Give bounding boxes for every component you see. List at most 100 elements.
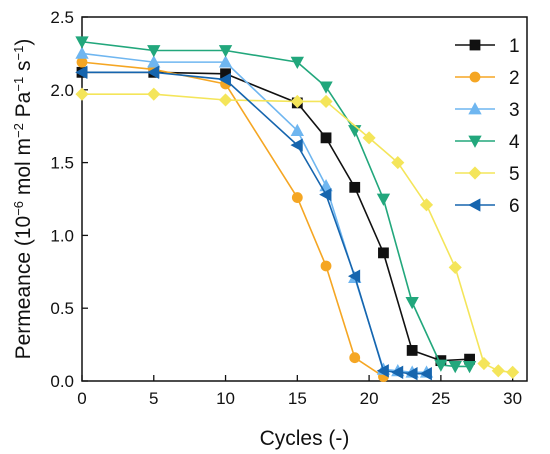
series-6-point: [405, 367, 418, 381]
series-5-point: [319, 94, 333, 109]
series-5-point: [491, 364, 505, 378]
series-4: [75, 36, 477, 374]
legend-label: 3: [509, 100, 520, 121]
y-tick-label: 0.5: [50, 299, 74, 318]
series-2-point: [349, 352, 361, 364]
series-6-point: [319, 187, 332, 202]
series-6-point: [347, 269, 361, 283]
series-2-point: [291, 192, 303, 203]
series-4-point: [319, 81, 333, 94]
legend-label: 1: [509, 36, 520, 57]
series-3-point: [75, 46, 89, 59]
series-6-point: [146, 65, 160, 80]
series-line-4: [81, 40, 471, 368]
y-tick-label: 0.0: [50, 372, 74, 391]
y-axis-title-exp1: −6: [11, 201, 26, 216]
legend-item-4: 4: [455, 132, 520, 153]
series-4-point: [75, 36, 89, 49]
series-5-point: [477, 356, 491, 371]
series-line-2: [81, 61, 385, 378]
y-axis-title-mid2: Pa: [12, 91, 35, 123]
series-line-1: [81, 71, 471, 362]
legend-item-3: 3: [455, 100, 520, 121]
x-tick-label: 10: [216, 389, 235, 408]
plot-frame: [81, 16, 528, 382]
y-axis-title: Permeance (10−6 mol m−2 Pa−1 s−1): [11, 39, 36, 360]
series-5-point: [218, 93, 233, 107]
series-5-point: [419, 198, 434, 212]
x-tick-label: 20: [360, 389, 379, 408]
y-tick-label: 1.0: [50, 226, 74, 245]
series-4-point: [147, 45, 161, 58]
series-layer: [75, 36, 520, 383]
y-tick-label: 2.0: [50, 81, 74, 100]
series-5-point: [290, 94, 304, 109]
series-3-point: [290, 123, 304, 136]
axis-ticks-layer: 0 5 10 15 20 25 30 0.0 0.5 1.0 1.5 2.0 2.5: [50, 8, 522, 408]
legend-item-6: 6: [455, 196, 520, 217]
legend-label: 4: [509, 132, 520, 153]
series-6-point: [218, 72, 231, 87]
legend-label: 5: [509, 164, 520, 185]
legend-marker: [468, 102, 482, 115]
x-tick-label: 25: [431, 389, 450, 408]
series-6: [75, 65, 432, 381]
series-2-point: [320, 260, 332, 272]
legend-marker: [468, 166, 482, 180]
series-2: [76, 56, 389, 383]
x-axis-title: Cycles (-): [260, 427, 350, 450]
legend-marker: [468, 135, 482, 148]
series-line-6: [81, 71, 428, 375]
series-6-point: [390, 365, 404, 379]
series-4-point: [462, 361, 477, 374]
y-axis-title-exp2: −2: [11, 123, 26, 138]
legend-item-2: 2: [455, 68, 520, 89]
series-1-point: [320, 132, 332, 144]
series-5-point: [75, 87, 89, 101]
series-4-point: [218, 45, 233, 58]
series-6-point: [75, 65, 88, 80]
x-tick-label: 0: [77, 389, 86, 408]
series-5-point: [506, 365, 520, 379]
legend-marker: [468, 198, 481, 212]
legend-item-5: 5: [455, 164, 520, 185]
legend-label: 6: [509, 196, 520, 217]
series-1-point: [406, 345, 418, 356]
x-tick-label: 30: [503, 389, 522, 408]
legend-marker: [469, 39, 481, 51]
y-axis-title-mid1: mol m: [12, 138, 35, 201]
series-4-point: [348, 125, 362, 138]
series-4-point: [434, 359, 448, 372]
series-6-point: [419, 367, 432, 381]
series-1-point: [378, 247, 389, 259]
series-3: [75, 46, 434, 378]
series-3-point: [147, 55, 161, 68]
series-6-point: [290, 138, 303, 152]
y-axis-title-mid3: s: [12, 60, 35, 76]
legend-marker: [469, 71, 481, 83]
y-axis-title-suffix: ): [12, 39, 35, 46]
series-4-point: [448, 361, 462, 374]
series-1: [76, 66, 475, 367]
series-line-3: [81, 52, 428, 374]
series-3-point: [218, 55, 233, 68]
y-axis-title-exp3: −1: [11, 77, 26, 92]
series-5-point: [147, 87, 161, 101]
series-4-point: [405, 296, 419, 310]
y-tick-label: 1.5: [50, 154, 74, 173]
legend-item-1: 1: [455, 36, 520, 57]
series-4-point: [376, 193, 391, 206]
series-5-point: [362, 131, 376, 145]
x-tick-label: 15: [288, 389, 307, 408]
legend: 1 2 3 4 5 6: [455, 36, 520, 217]
y-tick-label: 2.5: [50, 8, 74, 27]
y-axis-title-prefix: Permeance (10: [12, 216, 35, 360]
series-5-point: [448, 260, 462, 274]
legend-label: 2: [509, 68, 520, 89]
y-axis-title-exp4: −1: [11, 46, 26, 61]
series-4-point: [290, 56, 304, 69]
series-5-point: [391, 156, 405, 170]
series-5: [75, 87, 520, 379]
